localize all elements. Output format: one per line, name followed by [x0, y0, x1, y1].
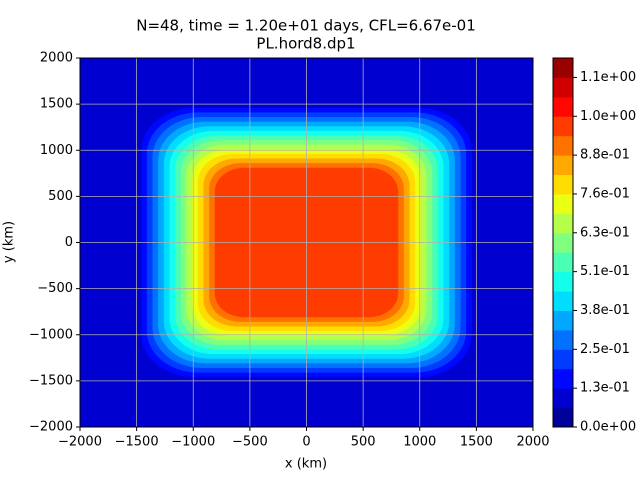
colorbar-tick-label: 0.0e+00	[580, 420, 636, 435]
y-tick-label: −1000	[29, 327, 73, 342]
x-tick-label: −1000	[171, 435, 215, 450]
y-tick-label: 500	[48, 189, 73, 204]
x-tick-label: −2000	[58, 435, 102, 450]
x-tick-label: −1500	[115, 435, 159, 450]
colorbar-band	[553, 193, 573, 214]
colorbar-band	[553, 116, 573, 137]
colorbar-tick-label: 2.5e-01	[580, 342, 630, 357]
y-axis-label: y (km)	[2, 221, 17, 263]
plot-frame	[79, 57, 534, 428]
colorbar-band	[553, 58, 573, 78]
y-tick-label: 2000	[40, 51, 73, 66]
colorbar-frame	[552, 57, 574, 428]
colorbar-band	[553, 155, 573, 176]
colorbar-band	[553, 96, 573, 117]
colorbar-tick-label: 6.3e-01	[580, 225, 630, 240]
y-tick-label: −500	[37, 281, 73, 296]
colorbar-tick-label: 8.8e-01	[580, 148, 630, 163]
colorbar-tick-label: 7.6e-01	[580, 186, 630, 201]
chart-title: N=48, time = 1.20e+01 days, CFL=6.67e-01	[136, 17, 476, 35]
colorbar-band	[553, 77, 573, 98]
colorbar-tick-label: 3.8e-01	[580, 303, 630, 318]
colorbar-band	[553, 329, 573, 350]
colorbar-tick-label: 1.3e-01	[580, 381, 630, 396]
colorbar-tick-label: 1.1e+00	[580, 70, 636, 85]
colorbar-band	[553, 252, 573, 273]
y-tick-label: 1000	[40, 143, 73, 158]
y-tick-label: −1500	[29, 373, 73, 388]
y-tick-label: −2000	[29, 420, 73, 435]
colorbar-band	[553, 135, 573, 156]
colorbar-band	[553, 291, 573, 311]
colorbar-band	[553, 213, 573, 234]
colorbar-band	[553, 388, 573, 409]
colorbar-band	[553, 368, 573, 389]
x-tick-label: 0	[302, 435, 310, 450]
x-tick-label: 1500	[460, 435, 493, 450]
x-tick-label: 500	[351, 435, 376, 450]
colorbar-band	[553, 310, 573, 331]
x-axis-label: x (km)	[285, 457, 327, 472]
colorbar-band	[553, 349, 573, 370]
colorbar-band	[553, 407, 573, 428]
colorbar-tick-label: 5.1e-01	[580, 264, 630, 279]
x-tick-label: 1000	[403, 435, 436, 450]
colorbar-band	[553, 232, 573, 253]
y-tick-label: 1500	[40, 97, 73, 112]
x-tick-label: 2000	[516, 435, 549, 450]
colorbar-tick-label: 1.0e+00	[580, 109, 636, 124]
x-tick-label: −500	[232, 435, 268, 450]
y-tick-label: 0	[65, 235, 73, 250]
colorbar-band	[553, 174, 573, 195]
colorbar-band	[553, 271, 573, 292]
chart-subtitle: PL.hord8.dp1	[256, 35, 355, 53]
